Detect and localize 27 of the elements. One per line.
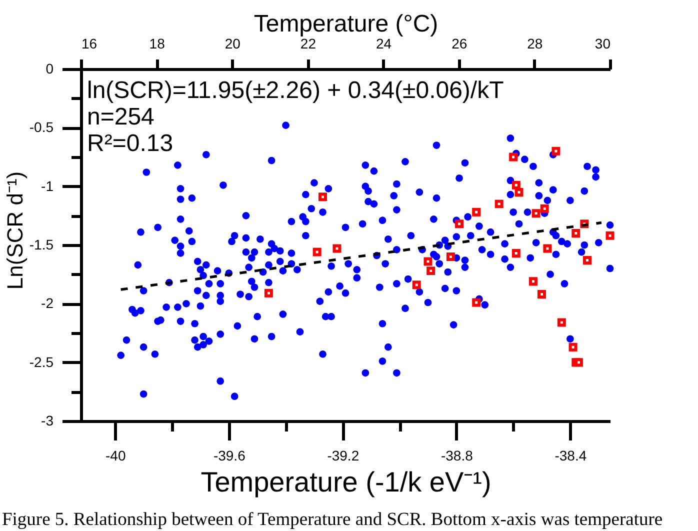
x2-tick-label: 28 xyxy=(527,36,543,52)
x-tick-label: -39.2 xyxy=(327,448,360,464)
x2-tick-label: 16 xyxy=(82,36,98,52)
x2-tick-label: 22 xyxy=(300,36,316,52)
x2-tick-label: 26 xyxy=(452,36,468,52)
x2-tick-label: 18 xyxy=(149,36,166,52)
x-axis-title: Temperature (-1/k eV⁻¹) xyxy=(200,466,492,498)
x2-tick-label: 30 xyxy=(594,36,611,52)
annotation: n=254 xyxy=(87,104,154,130)
x-tick-label: -38.4 xyxy=(554,448,587,464)
y-tick-label: -2 xyxy=(41,295,54,312)
x2-tick-label: 20 xyxy=(224,36,241,52)
x-tick-label: -39.6 xyxy=(213,448,246,464)
y-tick-label: -0.5 xyxy=(29,119,54,136)
x-tick-label: -38.8 xyxy=(440,448,474,464)
y-tick-label: -3 xyxy=(41,412,54,428)
x2-tick-label: 24 xyxy=(376,36,392,52)
y-tick-label: -1 xyxy=(41,178,54,194)
y-tick-label: -1.5 xyxy=(29,236,54,252)
y-tick-label: -2.5 xyxy=(29,354,54,370)
y-tick-label: 0 xyxy=(46,60,54,76)
y-axis-title: Ln(SCR d⁻¹) xyxy=(2,171,28,290)
x-tick-label: -40 xyxy=(106,448,126,464)
x2-axis-title: Temperature (°C) xyxy=(254,10,438,38)
annotation: ln(SCR)=11.95(±2.26) + 0.34(±0.06)/kT xyxy=(87,77,504,104)
caption: Figure 5. Relationship between of Temperature and SCR. Bottom x-axis was temperature xyxy=(2,510,663,530)
annotation: R²=0.13 xyxy=(87,130,174,157)
